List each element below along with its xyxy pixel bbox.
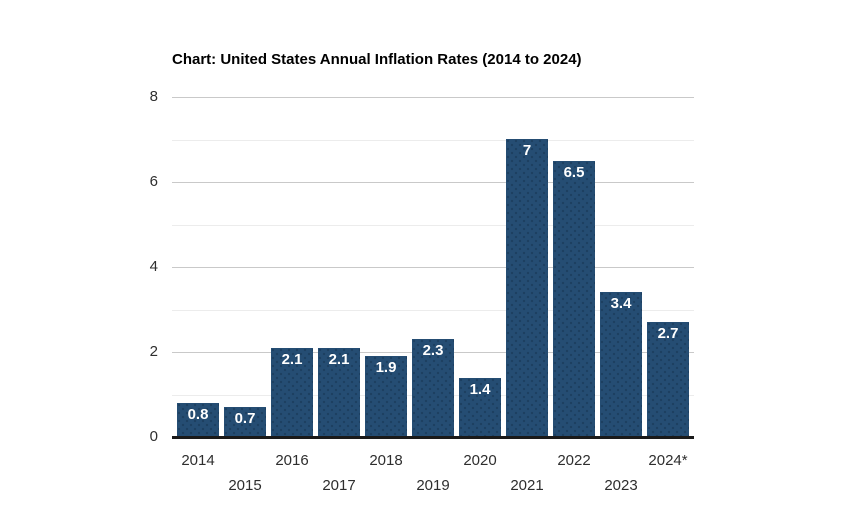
y-tick-label: 2: [149, 343, 158, 360]
x-tick-label-2014: 2014: [181, 452, 215, 469]
bar-2024*: 2.7: [647, 322, 689, 437]
bar-2019: 2.3: [412, 339, 454, 437]
x-tick-label-2017: 2017: [322, 477, 356, 494]
bar-2018: 1.9: [365, 356, 407, 437]
bar-value-label: 2.1: [281, 351, 303, 368]
bar-value-label: 1.4: [469, 381, 491, 398]
bar-value-label: 0.7: [234, 410, 256, 427]
x-tick-label-2020: 2020: [463, 452, 497, 469]
bar-value-label: 2.3: [422, 342, 444, 359]
x-axis-baseline: [172, 436, 694, 439]
y-tick-label: 0: [149, 428, 158, 445]
bar-value-label: 6.5: [563, 164, 585, 181]
bar-2014: 0.8: [177, 403, 219, 437]
x-tick-label-2024: 2024*: [648, 452, 688, 469]
bar-2016: 2.1: [271, 348, 313, 437]
major-gridline: [172, 182, 694, 183]
y-tick-label: 8: [149, 88, 158, 105]
minor-gridline: [172, 225, 694, 226]
x-tick-label-2019: 2019: [416, 477, 450, 494]
major-gridline: [172, 97, 694, 98]
major-gridline: [172, 267, 694, 268]
bar-2023: 3.4: [600, 292, 642, 437]
bar-value-label: 2.1: [328, 351, 350, 368]
bar-value-label: 0.8: [187, 406, 209, 423]
x-tick-label-2023: 2023: [604, 477, 638, 494]
bar-2020: 1.4: [459, 378, 501, 437]
bar-2015: 0.7: [224, 407, 266, 437]
x-tick-label-2021: 2021: [510, 477, 544, 494]
minor-gridline: [172, 310, 694, 311]
x-tick-label-2018: 2018: [369, 452, 403, 469]
bar-2021: 7: [506, 139, 548, 437]
bar-2017: 2.1: [318, 348, 360, 437]
chart-title: Chart: United States Annual Inflation Ra…: [172, 51, 582, 68]
bar-value-label: 3.4: [610, 295, 632, 312]
minor-gridline: [172, 140, 694, 141]
y-tick-label: 6: [149, 173, 158, 190]
plot-area: 0.8 0.7 2.1 2.1 1.9 2.3 1.4 7 6.5 3.4 2.7: [172, 97, 694, 439]
y-tick-label: 4: [149, 258, 158, 275]
bar-value-label: 2.7: [657, 325, 679, 342]
bar-2022: 6.5: [553, 161, 595, 437]
x-tick-label-2015: 2015: [228, 477, 262, 494]
bar-value-label: 7: [522, 142, 532, 159]
x-tick-label-2022: 2022: [557, 452, 591, 469]
x-tick-label-2016: 2016: [275, 452, 309, 469]
bar-value-label: 1.9: [375, 359, 397, 376]
